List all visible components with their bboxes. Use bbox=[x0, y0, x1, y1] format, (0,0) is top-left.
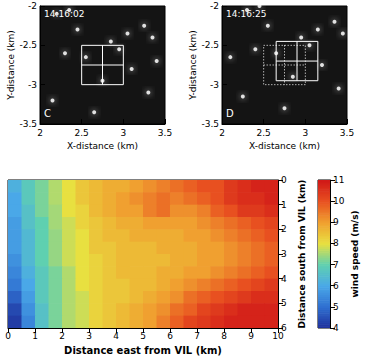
svg-text:7: 7 bbox=[333, 260, 339, 270]
svg-text:5: 5 bbox=[140, 331, 146, 341]
svg-text:3.5: 3.5 bbox=[340, 128, 354, 138]
svg-text:wind speed (m/s): wind speed (m/s) bbox=[350, 210, 360, 297]
svg-text:C: C bbox=[44, 108, 51, 119]
svg-text:8: 8 bbox=[333, 238, 339, 248]
svg-text:10: 10 bbox=[333, 196, 345, 206]
svg-text:11: 11 bbox=[333, 175, 344, 185]
svg-text:-3: -3 bbox=[28, 80, 37, 90]
svg-text:-3.5: -3.5 bbox=[201, 119, 219, 129]
svg-text:-3.5: -3.5 bbox=[19, 119, 37, 129]
svg-text:14:16:02: 14:16:02 bbox=[44, 9, 84, 19]
svg-text:-2.5: -2.5 bbox=[19, 40, 37, 50]
svg-text:0: 0 bbox=[5, 331, 11, 341]
svg-text:14:16:25: 14:16:25 bbox=[226, 9, 266, 19]
svg-text:1: 1 bbox=[32, 331, 38, 341]
svg-text:4: 4 bbox=[333, 323, 339, 333]
svg-text:3: 3 bbox=[120, 128, 126, 138]
svg-text:8: 8 bbox=[221, 331, 227, 341]
svg-text:4: 4 bbox=[281, 274, 287, 284]
svg-text:7: 7 bbox=[194, 331, 200, 341]
svg-text:X-distance (km): X-distance (km) bbox=[249, 141, 320, 151]
svg-text:6: 6 bbox=[281, 323, 287, 333]
svg-text:3: 3 bbox=[281, 249, 287, 259]
svg-text:X-distance (km): X-distance (km) bbox=[67, 141, 138, 151]
svg-text:2: 2 bbox=[59, 331, 65, 341]
svg-text:9: 9 bbox=[333, 217, 339, 227]
svg-text:2: 2 bbox=[219, 128, 225, 138]
svg-text:10: 10 bbox=[272, 331, 284, 341]
svg-text:2.5: 2.5 bbox=[257, 128, 271, 138]
svg-text:9: 9 bbox=[248, 331, 254, 341]
svg-text:0: 0 bbox=[281, 175, 287, 185]
svg-text:-2.5: -2.5 bbox=[201, 40, 219, 50]
svg-text:-2: -2 bbox=[28, 1, 37, 11]
svg-text:-2: -2 bbox=[210, 1, 219, 11]
svg-text:6: 6 bbox=[333, 281, 339, 291]
svg-text:5: 5 bbox=[281, 298, 287, 308]
svg-text:Distance south from VIL (km): Distance south from VIL (km) bbox=[297, 180, 307, 329]
svg-text:3: 3 bbox=[302, 128, 308, 138]
svg-text:5: 5 bbox=[333, 302, 339, 312]
svg-text:4: 4 bbox=[113, 331, 119, 341]
svg-text:2: 2 bbox=[37, 128, 43, 138]
svg-text:3.5: 3.5 bbox=[158, 128, 172, 138]
svg-text:Y-distance (km): Y-distance (km) bbox=[188, 30, 198, 101]
svg-text:1: 1 bbox=[281, 200, 287, 210]
svg-text:2.5: 2.5 bbox=[75, 128, 89, 138]
svg-text:-3: -3 bbox=[210, 80, 219, 90]
svg-text:Distance east from VIL (km): Distance east from VIL (km) bbox=[64, 345, 222, 356]
svg-text:Y-distance (km): Y-distance (km) bbox=[6, 30, 16, 101]
svg-text:2: 2 bbox=[281, 224, 287, 234]
svg-text:6: 6 bbox=[167, 331, 173, 341]
svg-text:3: 3 bbox=[86, 331, 92, 341]
svg-text:D: D bbox=[226, 108, 234, 119]
